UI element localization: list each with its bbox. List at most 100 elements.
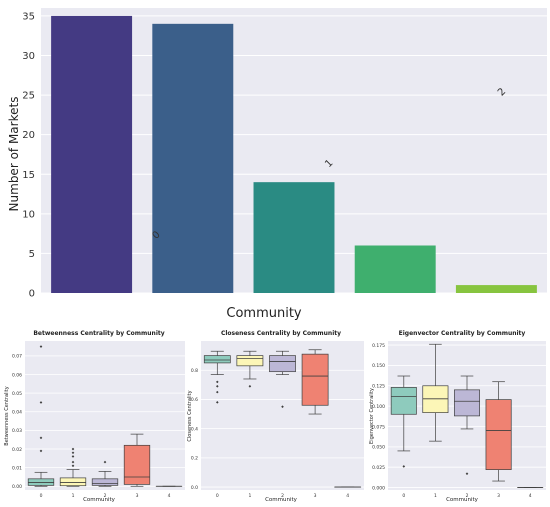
bar-chart-y-tick: 5 xyxy=(29,249,35,260)
box-community-2 xyxy=(454,375,480,476)
eigenvector-y-axis-label: Eigenvector Centrality xyxy=(369,388,375,444)
eigenvector-title: Eigenvector Centrality by Community xyxy=(399,330,526,337)
boxplot-closeness-centrality: 0.0 0.2 0.4 0.6 0.8 0 1 2 3 4 Closeness Centrali… xyxy=(187,330,364,503)
closeness-boxes xyxy=(203,349,362,488)
box-outlier xyxy=(216,390,219,394)
box-community-3 xyxy=(485,381,512,482)
box-outlier xyxy=(71,460,75,464)
box-outlier xyxy=(216,380,219,384)
y-tick: 0.8 xyxy=(191,368,198,374)
y-tick: 0.2 xyxy=(191,456,198,462)
box-community-3 xyxy=(123,433,151,487)
y-tick: 0.6 xyxy=(191,397,198,403)
x-tick: 4 xyxy=(529,493,532,499)
box-outlier xyxy=(39,345,43,348)
box-outlier xyxy=(39,449,43,453)
eigenvector-y-tick-labels: 0.000 0.025 0.050 0.075 0.100 0.125 0.150 0.175 xyxy=(372,343,385,491)
betweenness-y-axis-label: Betweenness Centrality xyxy=(4,386,10,445)
betweenness-boxes xyxy=(27,345,183,487)
bar-community-1 xyxy=(152,23,234,293)
box-iqr xyxy=(123,444,151,485)
box-outlier xyxy=(465,472,469,476)
bar-chart-x-axis-label: Community xyxy=(226,306,302,321)
y-tick: 0.125 xyxy=(372,384,385,390)
box-outlier xyxy=(216,401,219,404)
box-community-0 xyxy=(203,350,231,404)
y-tick: 0.06 xyxy=(12,372,22,378)
box-community-2 xyxy=(91,460,119,487)
bar-chart-y-tick: 10 xyxy=(22,209,35,220)
bar-community-3 xyxy=(354,245,436,293)
x-tick: 2 xyxy=(466,493,469,499)
box-outlier xyxy=(71,464,75,468)
betweenness-y-tick-labels: 0.00 0.01 0.02 0.03 0.04 0.05 0.06 0.07 xyxy=(12,354,22,490)
x-tick: 0 xyxy=(40,493,43,499)
box-iqr xyxy=(301,353,329,406)
box-iqr xyxy=(269,355,296,373)
eigenvector-boxes xyxy=(390,343,544,488)
box-community-2 xyxy=(269,350,296,409)
y-tick: 0.07 xyxy=(12,354,22,360)
box-outlier xyxy=(402,465,406,468)
closeness-y-tick-labels: 0.0 0.2 0.4 0.6 0.8 xyxy=(191,368,198,491)
y-tick: 0.04 xyxy=(12,410,22,416)
x-tick: 3 xyxy=(136,493,139,499)
box-community-3 xyxy=(301,349,329,415)
x-tick: 0 xyxy=(216,493,219,499)
box-community-1 xyxy=(422,343,449,442)
bar-community-4 xyxy=(455,285,537,293)
box-community-1 xyxy=(59,447,87,487)
box-outlier xyxy=(71,455,75,458)
bar-community-0 xyxy=(51,15,133,294)
boxplot-eigenvector-centrality: 0.000 0.025 0.050 0.075 0.100 0.125 0.150 0.175… xyxy=(369,330,546,503)
bar-chart-bars xyxy=(51,15,537,294)
x-tick: 4 xyxy=(346,493,349,499)
x-tick: 3 xyxy=(314,493,317,499)
box-iqr xyxy=(59,477,87,487)
closeness-x-tick-labels: 0 1 2 3 4 xyxy=(216,493,349,499)
y-tick: 0.025 xyxy=(372,465,385,471)
bar-chart-y-tick: 15 xyxy=(22,170,35,181)
y-tick: 0.05 xyxy=(12,391,22,397)
box-iqr xyxy=(203,355,231,364)
bar-chart-y-tick: 0 xyxy=(29,289,35,300)
bar-chart-y-tick: 20 xyxy=(22,130,35,141)
box-outlier xyxy=(248,384,252,388)
y-tick: 0.01 xyxy=(12,465,22,471)
box-iqr xyxy=(236,355,264,367)
box-iqr xyxy=(422,385,449,414)
betweenness-x-axis-label: Community xyxy=(83,497,116,503)
box-iqr xyxy=(91,478,119,486)
bar-community-2 xyxy=(253,182,335,293)
x-tick: 1 xyxy=(72,493,75,499)
betweenness-x-tick-labels: 0 1 2 3 4 xyxy=(40,493,171,499)
x-tick: 1 xyxy=(434,493,437,499)
y-tick: 0.00 xyxy=(12,484,22,490)
x-tick: 4 xyxy=(168,493,171,499)
y-tick: 0.0 xyxy=(191,485,198,491)
x-tick: 3 xyxy=(497,493,500,499)
y-tick: 0.03 xyxy=(12,428,22,434)
bar-chart-y-axis-label: Number of Markets xyxy=(7,97,21,212)
box-community-1 xyxy=(236,350,264,388)
x-tick: 2 xyxy=(281,493,284,499)
closeness-x-axis-label: Community xyxy=(265,497,298,503)
box-iqr xyxy=(390,387,417,415)
closeness-title: Closeness Centrality by Community xyxy=(221,330,341,337)
eigenvector-x-axis-label: Community xyxy=(446,497,479,503)
box-iqr xyxy=(454,389,480,417)
y-tick: 0.150 xyxy=(372,363,385,369)
bar-chart-y-tick: 30 xyxy=(22,51,35,62)
y-tick: 0.075 xyxy=(372,424,385,430)
x-tick: 0 xyxy=(402,493,405,499)
box-outlier xyxy=(39,436,43,440)
y-tick: 0.000 xyxy=(372,485,385,491)
betweenness-plot-area xyxy=(25,341,185,490)
betweenness-title: Betweenness Centrality by Community xyxy=(33,330,164,337)
y-tick: 0.02 xyxy=(12,447,22,453)
box-community-0 xyxy=(27,345,55,487)
box-outlier xyxy=(103,460,107,464)
y-tick: 0.175 xyxy=(372,343,385,349)
bar-chart-y-tick: 35 xyxy=(22,11,35,22)
